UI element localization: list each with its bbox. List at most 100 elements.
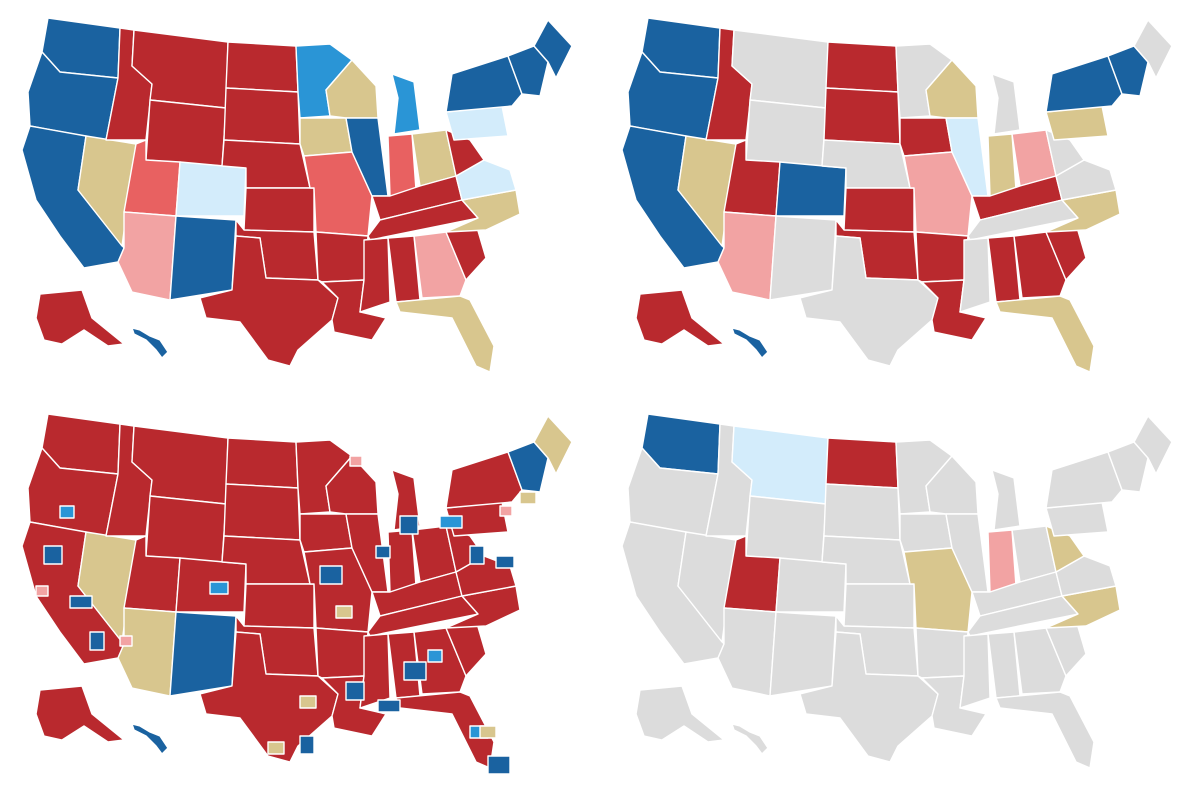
district-blue (399, 515, 419, 535)
district-blue (345, 681, 365, 701)
state-fl (995, 295, 1095, 373)
state-ne- (507, 45, 549, 97)
state-ak (635, 289, 725, 347)
district-blue (377, 699, 401, 713)
state-hi (131, 723, 169, 755)
state-ms (959, 633, 991, 709)
state-mi (991, 469, 1021, 531)
state-ak (35, 685, 125, 743)
state-me (1133, 415, 1173, 475)
state-ar (915, 231, 969, 283)
state-shapes (621, 17, 1173, 373)
district-light-red (35, 585, 49, 597)
state-wy (145, 495, 227, 563)
district-blue (439, 515, 463, 529)
state-nm (769, 611, 837, 697)
state-ks (243, 583, 315, 629)
state-ar (315, 231, 369, 283)
district-blue (403, 661, 427, 681)
district-tossup (335, 605, 353, 619)
state-shapes (21, 17, 573, 373)
state-ga (1013, 627, 1067, 695)
state-co (775, 557, 847, 613)
state-nv (77, 135, 137, 247)
state-ne- (507, 441, 549, 493)
state-ar (315, 627, 369, 679)
map-top-left (21, 17, 573, 373)
state-ne- (1107, 45, 1149, 97)
state-tx (799, 235, 939, 367)
map-top-right (621, 17, 1173, 373)
state-nd (225, 437, 299, 489)
state-ia (899, 513, 953, 553)
state-sd (823, 87, 901, 145)
state-in (387, 529, 417, 593)
state-ks (243, 187, 315, 233)
state-nd (825, 437, 899, 489)
state-tx (799, 631, 939, 763)
state-nv (677, 135, 737, 247)
state-ks (843, 583, 915, 629)
district-blue (319, 565, 343, 585)
state-nd (825, 41, 899, 93)
state-sd (823, 483, 901, 541)
state-ks (843, 187, 915, 233)
state-nv (677, 531, 737, 643)
district-blue (299, 735, 315, 755)
state-hi (731, 327, 769, 359)
district-blue (89, 631, 105, 651)
district-blue (209, 581, 229, 595)
state-ne- (1107, 441, 1149, 493)
state-ny (445, 451, 523, 509)
map-bottom-left (21, 413, 573, 775)
district-tossup (267, 741, 285, 755)
state-ia (899, 117, 953, 157)
district-blue (495, 555, 515, 569)
district-blue (487, 755, 511, 775)
state-ms (959, 237, 991, 313)
district-blue (427, 649, 443, 663)
state-me (533, 19, 573, 79)
state-wy (145, 99, 227, 167)
state-az (117, 607, 177, 697)
district-light-red (349, 455, 363, 467)
state-wy (745, 495, 827, 563)
state-ga (1013, 231, 1067, 299)
state-fl (395, 295, 495, 373)
district-tossup (479, 725, 497, 739)
state-ak (635, 685, 725, 743)
state-nm (169, 215, 237, 301)
district-light-red (119, 635, 133, 647)
state-shapes (21, 413, 573, 769)
state-hi (731, 723, 769, 755)
state-ar (915, 627, 969, 679)
state-ga (413, 231, 467, 299)
state-az (717, 211, 777, 301)
state-ny (1045, 451, 1123, 509)
state-tx (199, 235, 339, 367)
state-ia (299, 513, 353, 553)
state-ms (359, 237, 391, 313)
district-light-red (499, 505, 513, 517)
state-hi (131, 327, 169, 359)
state-ak (35, 289, 125, 347)
state-az (117, 211, 177, 301)
state-nd (225, 41, 299, 93)
state-nm (169, 611, 237, 697)
state-ny (445, 55, 523, 113)
district-blue (69, 595, 93, 609)
district-blue (469, 545, 485, 565)
state-az (717, 607, 777, 697)
state-sd (223, 483, 301, 541)
state-ms (359, 633, 391, 709)
state-me (533, 415, 573, 475)
district-blue (43, 545, 63, 565)
state-sd (223, 87, 301, 145)
state-ia (299, 117, 353, 157)
district-blue (59, 505, 75, 519)
state-wy (745, 99, 827, 167)
state-ny (1045, 55, 1123, 113)
state-co (175, 161, 247, 217)
state-tx (199, 631, 339, 763)
state-fl (995, 691, 1095, 769)
